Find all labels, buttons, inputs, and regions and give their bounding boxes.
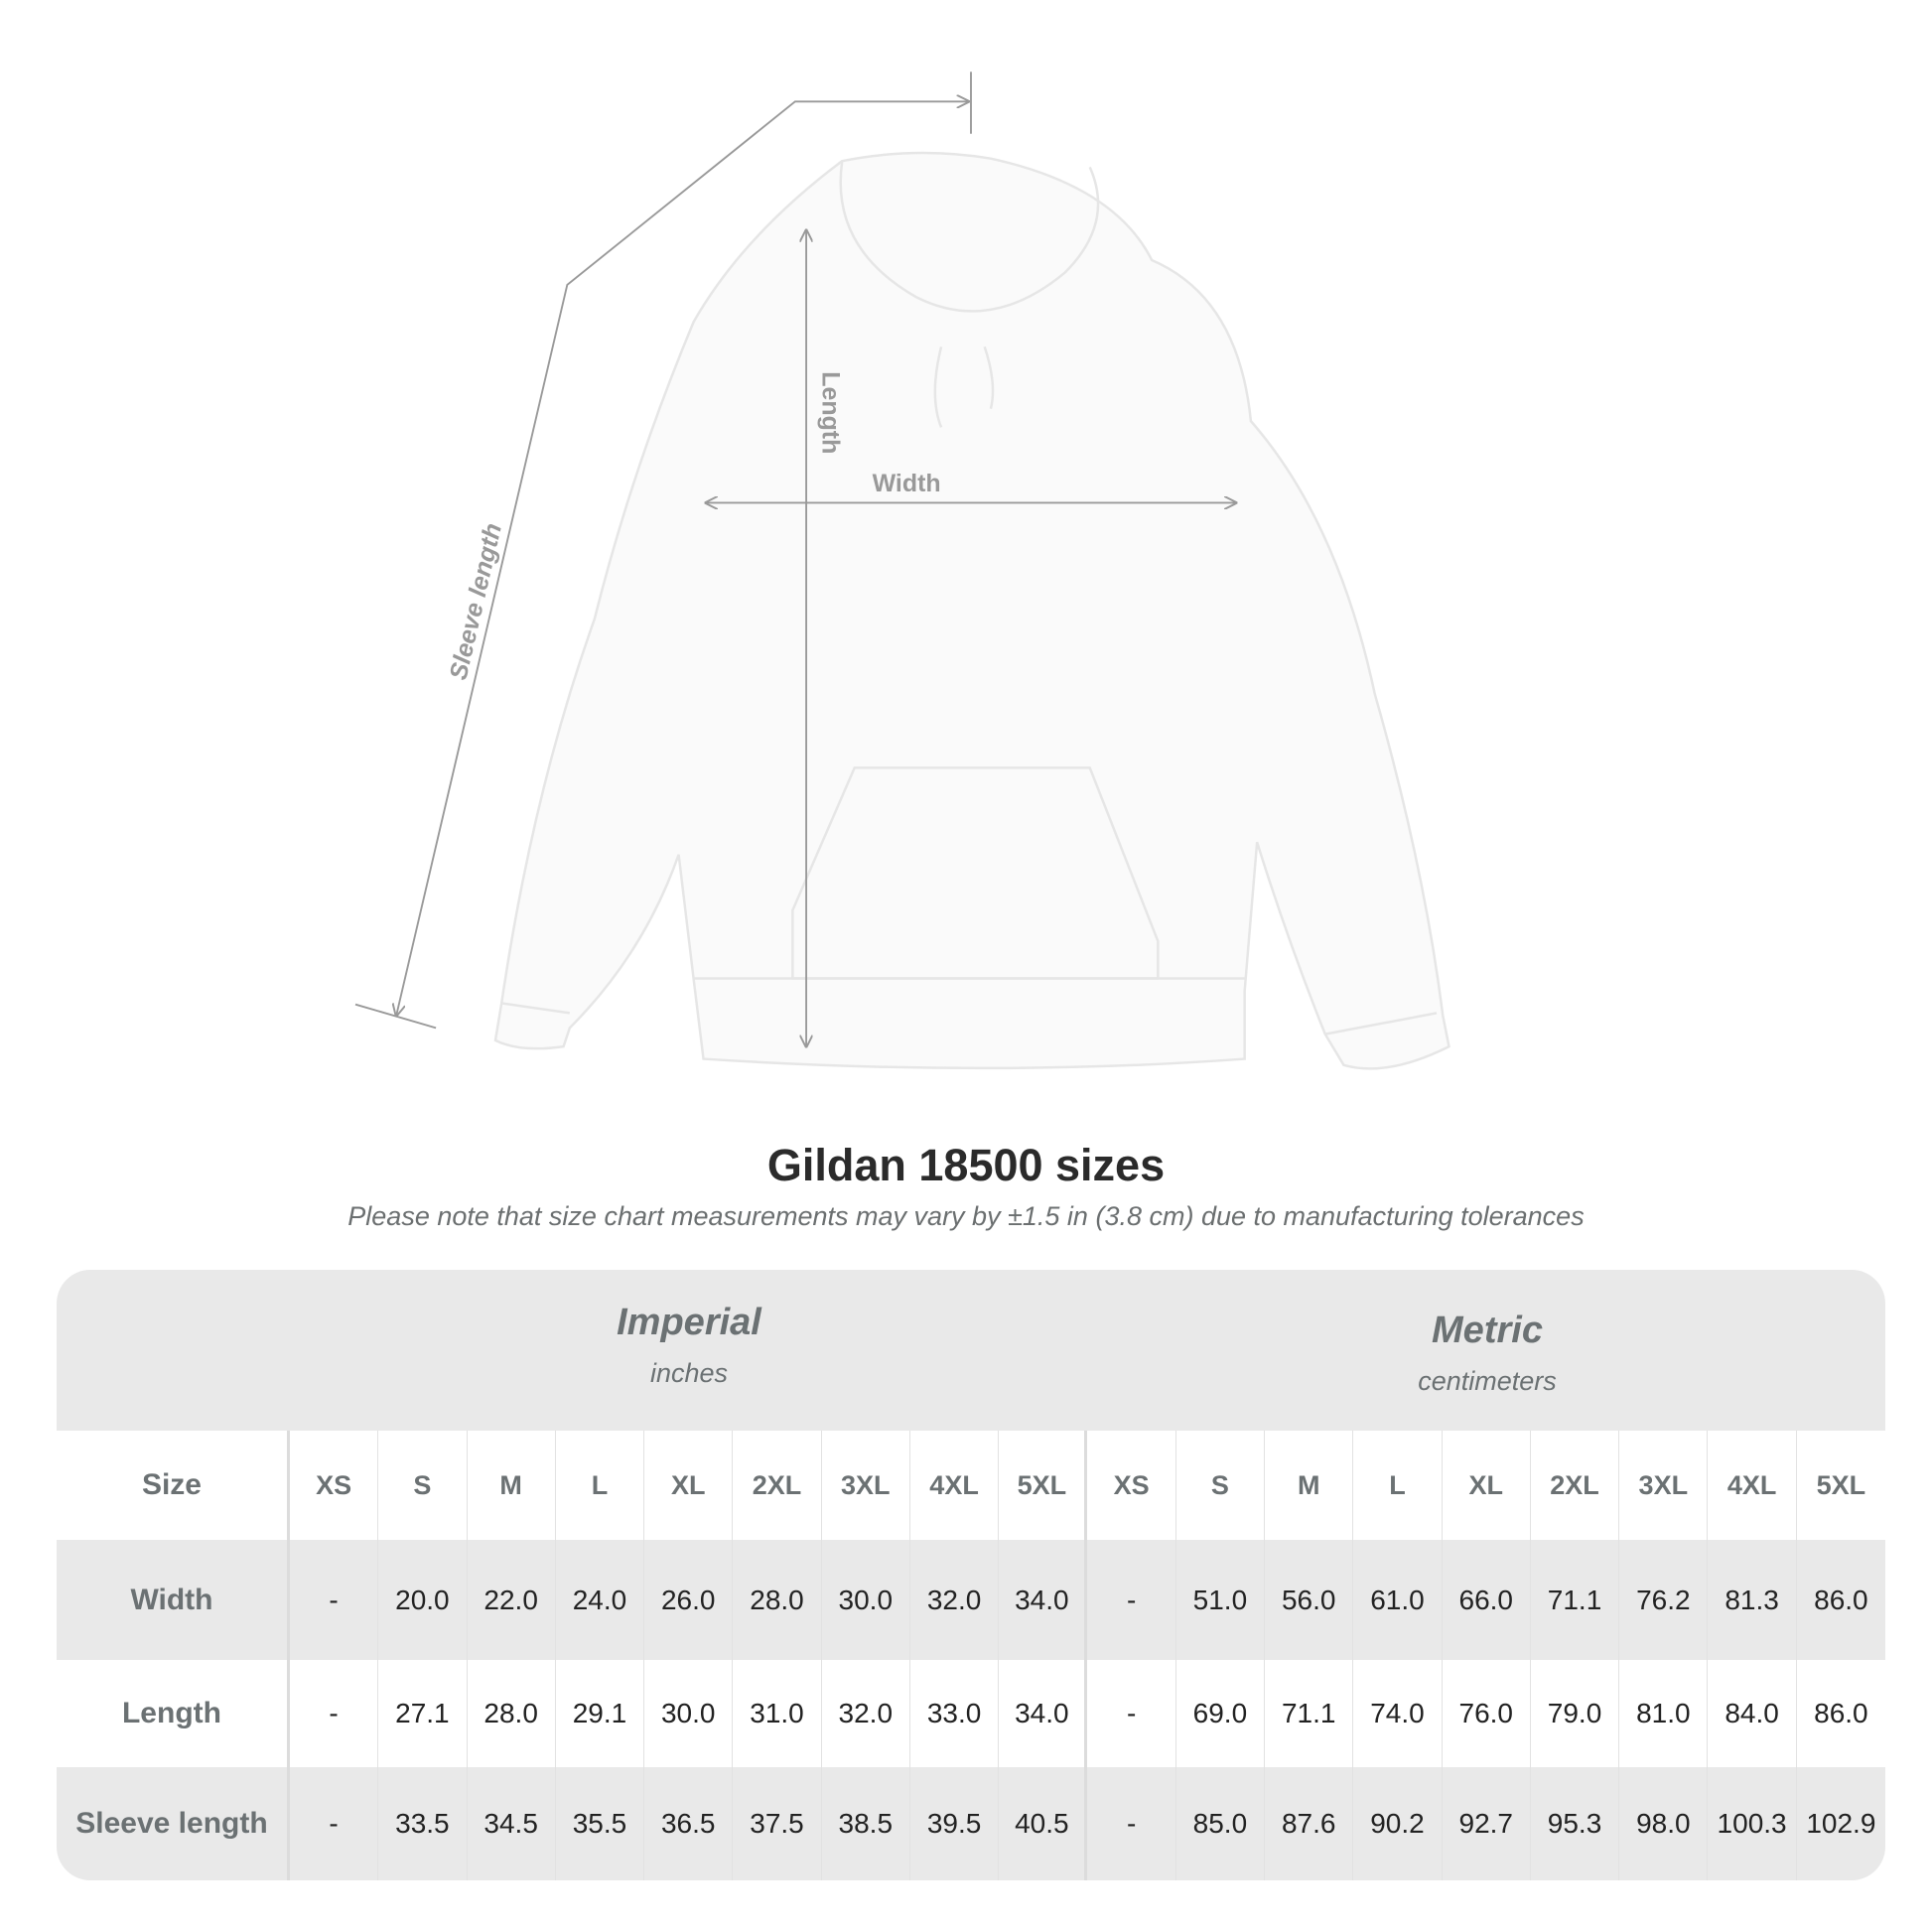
size-header-cell: 3XL [1619,1431,1709,1540]
size-header-cell: 2XL [733,1431,822,1540]
size-table: Imperial inches Metric centimeters Size X… [57,1270,1885,1880]
imperial-value-cell: 32.0 [910,1540,1000,1660]
imperial-value-cell: 31.0 [733,1660,822,1767]
metric-value-cell: 95.3 [1531,1767,1620,1880]
size-header-cell: 5XL [1816,1469,1866,1500]
metric-value-cell: 71.1 [1531,1540,1620,1660]
metric-unit: centimeters [1418,1366,1557,1396]
table-row: Sleeve length -33.5 34.5 35.5 36.5 37.5 38.5 39… [57,1767,1885,1880]
metric-value-cell: 71.1 [1265,1660,1354,1767]
sleeve-arrow [396,101,968,1016]
row-label: Size [57,1431,290,1540]
metric-value-cell: 98.0 [1619,1767,1709,1880]
imperial-value-cell: - [290,1660,379,1767]
size-header-cell: S [1176,1431,1266,1540]
metric-value-cell: 84.0 [1708,1660,1797,1767]
metric-value-cell: 51.0 [1176,1540,1266,1660]
imperial-value-cell: 30.0 [822,1540,910,1660]
measurement-lines [354,71,1236,1046]
metric-value-cell: 86.0 [1814,1584,1868,1615]
size-header-cell: 3XL [822,1431,910,1540]
metric-value-cell: 100.3 [1708,1767,1797,1880]
imperial-value-cell: 34.0 [999,1540,1088,1660]
size-header-cell: XS [1087,1431,1176,1540]
metric-value-cell: 79.0 [1531,1660,1620,1767]
imperial-title: Imperial [617,1302,761,1343]
metric-value-cell: 102.9 [1806,1808,1876,1839]
metric-value-cell: 69.0 [1176,1660,1266,1767]
width-label: Width [873,470,941,497]
metric-group: Metric centimeters [1088,1310,1885,1397]
size-header-cell: 4XL [910,1431,1000,1540]
metric-value-cell: - [1087,1660,1176,1767]
row-label: Sleeve length [57,1767,290,1880]
size-header-cell: L [1353,1431,1443,1540]
size-header-cell: M [468,1431,556,1540]
imperial-value-cell: 22.0 [468,1540,556,1660]
imperial-value-cell: 24.0 [556,1540,645,1660]
metric-title: Metric [1432,1310,1543,1351]
metric-value-cell: 56.0 [1265,1540,1354,1660]
size-header-cell: 2XL [1531,1431,1620,1540]
imperial-value-cell: 26.0 [644,1540,734,1660]
imperial-value-cell: 36.5 [644,1767,734,1880]
size-header-cell: M [1265,1431,1354,1540]
imperial-value-cell: 33.0 [910,1660,1000,1767]
imperial-value-cell: 30.0 [644,1660,734,1767]
hoodie-illustration [493,151,1450,1070]
imperial-value-cell: 29.1 [556,1660,645,1767]
metric-value-cell: 81.0 [1619,1660,1709,1767]
imperial-value-cell: 20.0 [378,1540,468,1660]
imperial-value-cell: 32.0 [822,1660,910,1767]
metric-value-cell: 66.0 [1443,1540,1531,1660]
size-header-row: Size XS S M L XL 2XL 3XL 4XL 5XL XS S M L XL 2XL 3XL 4XL 5… [57,1431,1885,1540]
imperial-value-cell: 40.5 [999,1767,1088,1880]
size-header-cell: XL [1443,1431,1531,1540]
imperial-value-cell: 28.0 [468,1660,556,1767]
imperial-value-cell: - [290,1540,379,1660]
size-header-cell: S [378,1431,468,1540]
imperial-unit: inches [649,1358,729,1388]
imperial-value-cell: 28.0 [733,1540,822,1660]
metric-value-cell: 86.0 [1814,1698,1868,1728]
metric-value-cell: - [1087,1540,1176,1660]
imperial-value-cell: 35.5 [556,1767,645,1880]
tolerance-note: Please note that size chart measurements… [347,1201,1585,1231]
metric-value-cell: 90.2 [1353,1767,1443,1880]
metric-value-cell: 87.6 [1265,1767,1354,1880]
imperial-value-cell: 37.5 [733,1767,822,1880]
metric-value-cell: 74.0 [1353,1660,1443,1767]
metric-value-cell: - [1087,1767,1176,1880]
imperial-group: Imperial inches [290,1302,1088,1389]
row-label: Length [57,1660,290,1767]
imperial-value-cell: 27.1 [378,1660,468,1767]
row-label: Width [57,1540,290,1660]
imperial-value-cell: 33.5 [378,1767,468,1880]
imperial-value-cell: 39.5 [910,1767,1000,1880]
table-header: Imperial inches Metric centimeters [57,1270,1885,1431]
metric-value-cell: 61.0 [1353,1540,1443,1660]
table-row: Width -20.0 22.0 24.0 26.0 28.0 30.0 32.0 34.0-5… [57,1540,1885,1660]
imperial-value-cell: 34.0 [999,1660,1088,1767]
metric-value-cell: 76.0 [1443,1660,1531,1767]
length-label: Length [816,371,844,454]
size-header-cell: L [556,1431,645,1540]
metric-value-cell: 92.7 [1443,1767,1531,1880]
metric-value-cell: 81.3 [1708,1540,1797,1660]
table-row: Length -27.1 28.0 29.1 30.0 31.0 32.0 33.0 34.0-… [57,1660,1885,1767]
size-header-cell: XS [290,1431,379,1540]
imperial-value-cell: - [290,1767,379,1880]
sleeve-length-label: Sleeve length [445,520,507,682]
metric-value-cell: 85.0 [1176,1767,1266,1880]
metric-value-cell: 76.2 [1619,1540,1709,1660]
size-header-cell: 4XL [1708,1431,1797,1540]
size-header-cell: 5XL [999,1431,1088,1540]
size-header-cell: XL [644,1431,734,1540]
imperial-value-cell: 38.5 [822,1767,910,1880]
page-title: Gildan 18500 sizes [766,1140,1166,1190]
imperial-value-cell: 34.5 [468,1767,556,1880]
